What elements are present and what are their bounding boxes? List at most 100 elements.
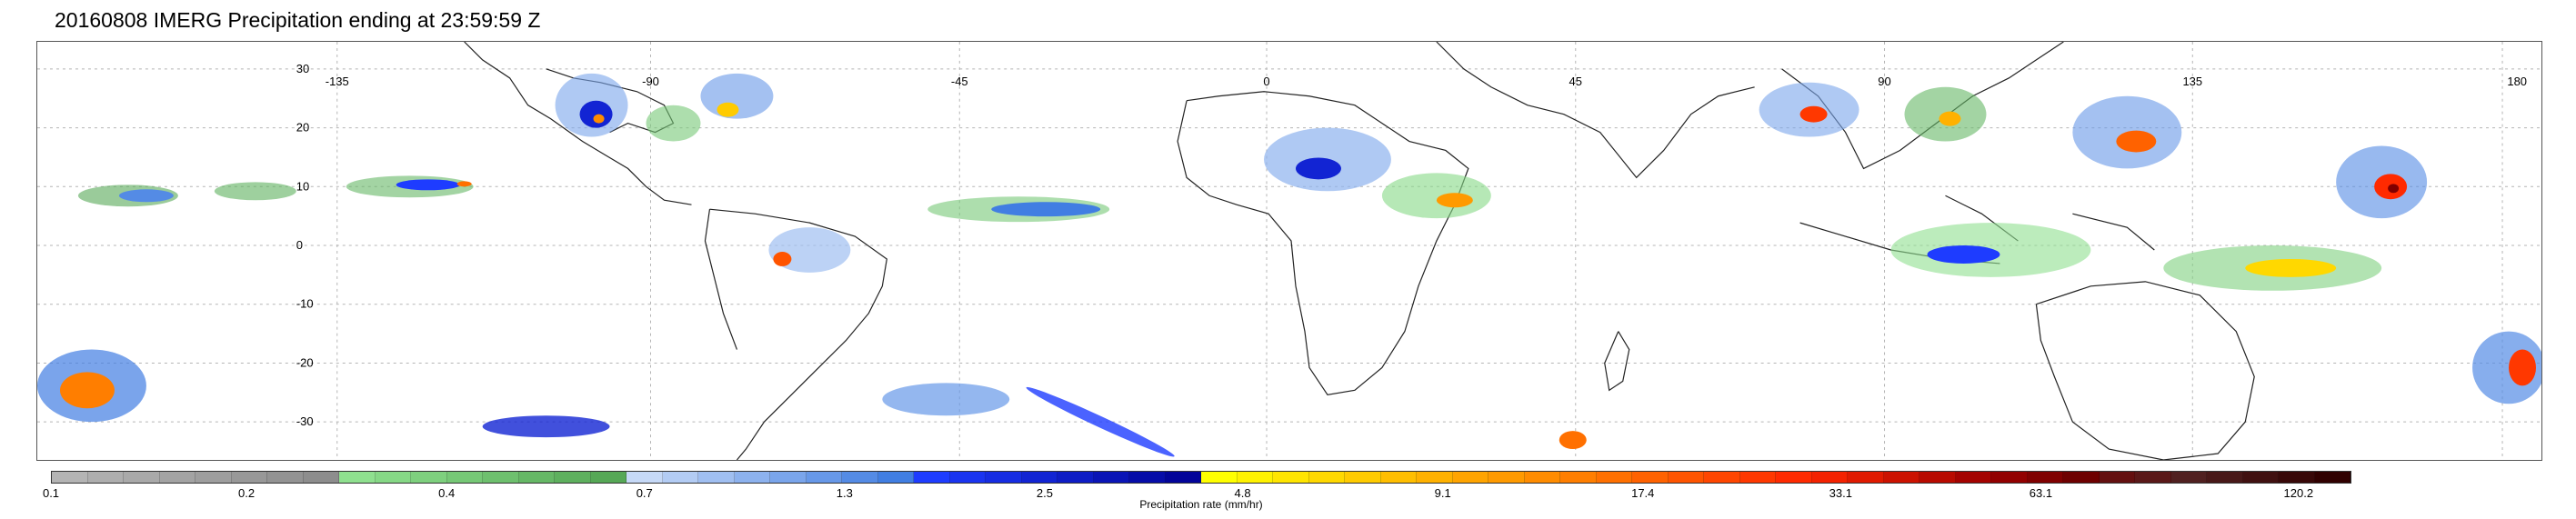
colorbar-tick-label: 63.1	[2029, 486, 2053, 500]
colorbar-segment	[1739, 472, 1776, 483]
colorbar-tick-label: 2.5	[1036, 486, 1053, 500]
lon-label: 45	[1569, 75, 1582, 88]
lon-label: 90	[1878, 75, 1890, 88]
africa-coast	[1177, 91, 1469, 395]
colorbar-tick-label: 17.4	[1631, 486, 1655, 500]
colorbar-segment	[1991, 472, 2028, 483]
lon-label: -90	[642, 75, 659, 88]
colorbar-segment	[1237, 472, 1273, 483]
colorbar-segment	[626, 472, 663, 483]
colorbar-segment	[1848, 472, 1884, 483]
colorbar-segment	[877, 472, 914, 483]
colorbar-segment	[1201, 472, 1238, 483]
colorbar-segment	[1632, 472, 1669, 483]
central-america-storms	[555, 73, 774, 142]
colorbar-segment	[806, 472, 842, 483]
colorbar-segment	[1883, 472, 1919, 483]
colorbar-segment	[1776, 472, 1812, 483]
colorbar-segment	[1704, 472, 1740, 483]
colorbar-segment	[662, 472, 698, 483]
colorbar-segment	[1488, 472, 1525, 483]
colorbar-segment	[555, 472, 591, 483]
colorbar-segment	[842, 472, 878, 483]
lat-label: -30	[296, 414, 314, 428]
colorbar-segment	[411, 472, 447, 483]
australia-coast	[2035, 281, 2255, 460]
colorbar-segment	[2207, 472, 2243, 483]
colorbar-segment	[124, 472, 160, 483]
southern-midlatitude-fronts	[37, 331, 2541, 457]
colorbar-segment	[1668, 472, 1704, 483]
lon-label: 180	[2507, 75, 2527, 88]
lon-label: -135	[326, 75, 349, 88]
colorbar-segment	[2063, 472, 2100, 483]
colorbar-segment	[986, 472, 1022, 483]
colorbar-tick-label: 4.8	[1234, 486, 1251, 500]
precipitation-areas	[37, 73, 2541, 457]
colorbar-segment	[1021, 472, 1057, 483]
colorbar-segment	[949, 472, 986, 483]
colorbar-segment	[914, 472, 950, 483]
itcz-band-east-pacific	[77, 175, 474, 207]
colorbar-segment	[1811, 472, 1848, 483]
colorbar-segment	[1417, 472, 1453, 483]
colorbar-segment	[2170, 472, 2207, 483]
colorbar-segment	[231, 472, 267, 483]
lon-label: 135	[2182, 75, 2202, 88]
maritime-continent-storms	[1890, 223, 2382, 291]
madagascar-coast	[1604, 331, 1630, 392]
colorbar-ticks: 0.1 0.2 0.4 0.7 1.3 2.5 4.8 9.1 17.4 33.…	[43, 486, 2351, 501]
colorbar-tick-label: 1.3	[836, 486, 853, 500]
colorbar-segment	[2099, 472, 2135, 483]
colorbar-segment	[1919, 472, 1956, 483]
lat-label: 10	[296, 179, 309, 193]
colorbar-segment	[1345, 472, 1381, 483]
colorbar-segment	[1129, 472, 1166, 483]
colorbar-segment	[52, 472, 88, 483]
colorbar-segment	[1093, 472, 1129, 483]
colorbar-segment	[87, 472, 124, 483]
lat-label: -10	[296, 297, 314, 311]
map-canvas: -135 -90 -45 0 45 90 135 180 30 20 10 0 …	[37, 42, 2541, 460]
colorbar-segment	[1273, 472, 1309, 483]
colorbar-tick-label: 0.4	[438, 486, 456, 500]
colorbar-segment	[734, 472, 770, 483]
colorbar-segment	[2314, 472, 2350, 483]
colorbar-tick-label: 0.7	[636, 486, 653, 500]
colorbar-tick-label: 0.1	[42, 486, 60, 500]
atlantic-itcz	[768, 196, 1110, 273]
colorbar-segment	[1524, 472, 1560, 483]
colorbar-tick-label: 9.1	[1434, 486, 1451, 500]
colorbar-segment	[303, 472, 339, 483]
colorbar-segment	[483, 472, 519, 483]
lat-label: 20	[296, 121, 309, 135]
lat-label: 0	[296, 238, 303, 252]
longitude-labels: -135 -90 -45 0 45 90 135 180	[326, 75, 2527, 88]
colorbar-segment	[446, 472, 483, 483]
colorbar-segment	[339, 472, 376, 483]
colorbar-segment	[2279, 472, 2315, 483]
colorbar-segment	[1560, 472, 1597, 483]
colorbar-segment	[1165, 472, 1201, 483]
latitude-labels: 30 20 10 0 -10 -20 -30	[296, 62, 314, 428]
colorbar-segment	[1308, 472, 1345, 483]
lon-label: 0	[1263, 75, 1269, 88]
lon-label: -45	[951, 75, 968, 88]
precipitation-map: -135 -90 -45 0 45 90 135 180 30 20 10 0 …	[36, 41, 2542, 461]
colorbar-segment	[1955, 472, 1991, 483]
colorbar-segment	[267, 472, 304, 483]
colorbar-segment	[159, 472, 195, 483]
colorbar-segment	[1057, 472, 1094, 483]
colorbar-tick-label: 33.1	[1829, 486, 1852, 500]
africa-sahel-storms	[1264, 127, 1491, 219]
colorbar-segment	[2027, 472, 2063, 483]
colorbar-tick-label: 0.2	[238, 486, 256, 500]
colorbar-segment	[1452, 472, 1488, 483]
precipitation-colorbar	[51, 471, 2351, 484]
colorbar-segment	[770, 472, 807, 483]
colorbar-segment	[1596, 472, 1632, 483]
colorbar-tick-label: 120.2	[2283, 486, 2314, 500]
graticule	[37, 42, 2541, 460]
south-america-coast	[704, 208, 887, 460]
colorbar-segment	[698, 472, 735, 483]
